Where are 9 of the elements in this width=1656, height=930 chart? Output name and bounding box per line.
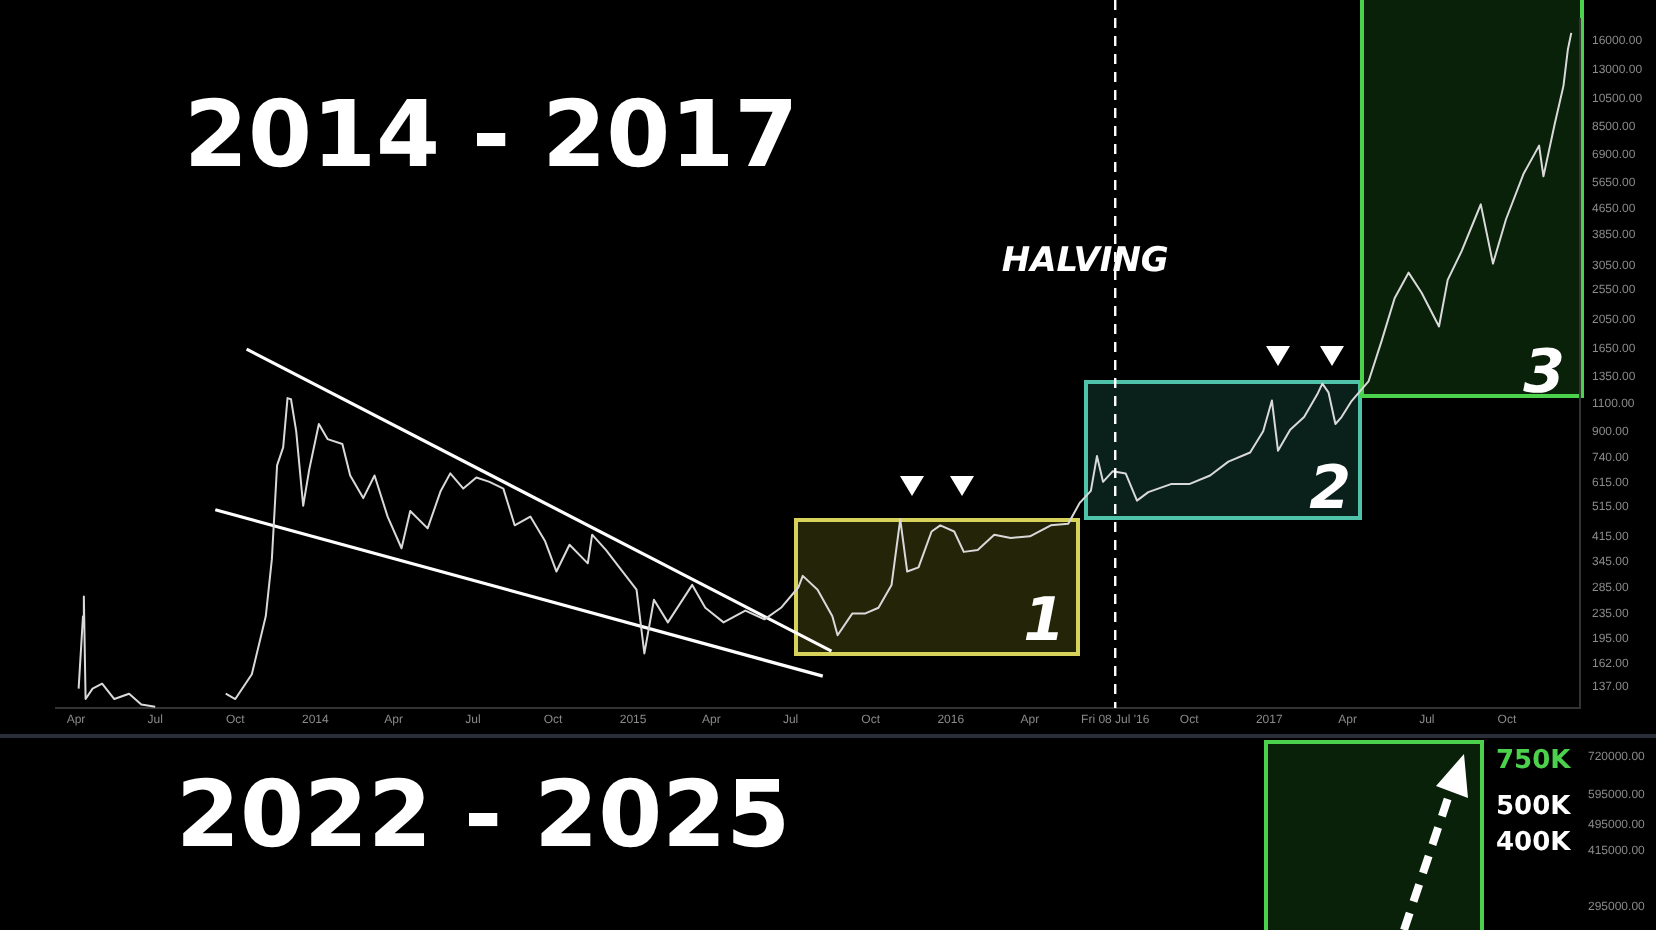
text: 2014 - 2017 bbox=[184, 80, 799, 188]
annotation: 3 bbox=[1523, 337, 1565, 408]
annotation: 2 bbox=[1309, 453, 1351, 524]
text: 500K bbox=[1496, 792, 1571, 823]
text: 400K bbox=[1496, 828, 1571, 859]
ref-line-label: HALVING bbox=[1001, 240, 1169, 281]
text: 2022 - 2025 bbox=[176, 760, 791, 868]
annotation: 1 bbox=[1023, 585, 1065, 656]
text: 750K bbox=[1496, 746, 1571, 777]
